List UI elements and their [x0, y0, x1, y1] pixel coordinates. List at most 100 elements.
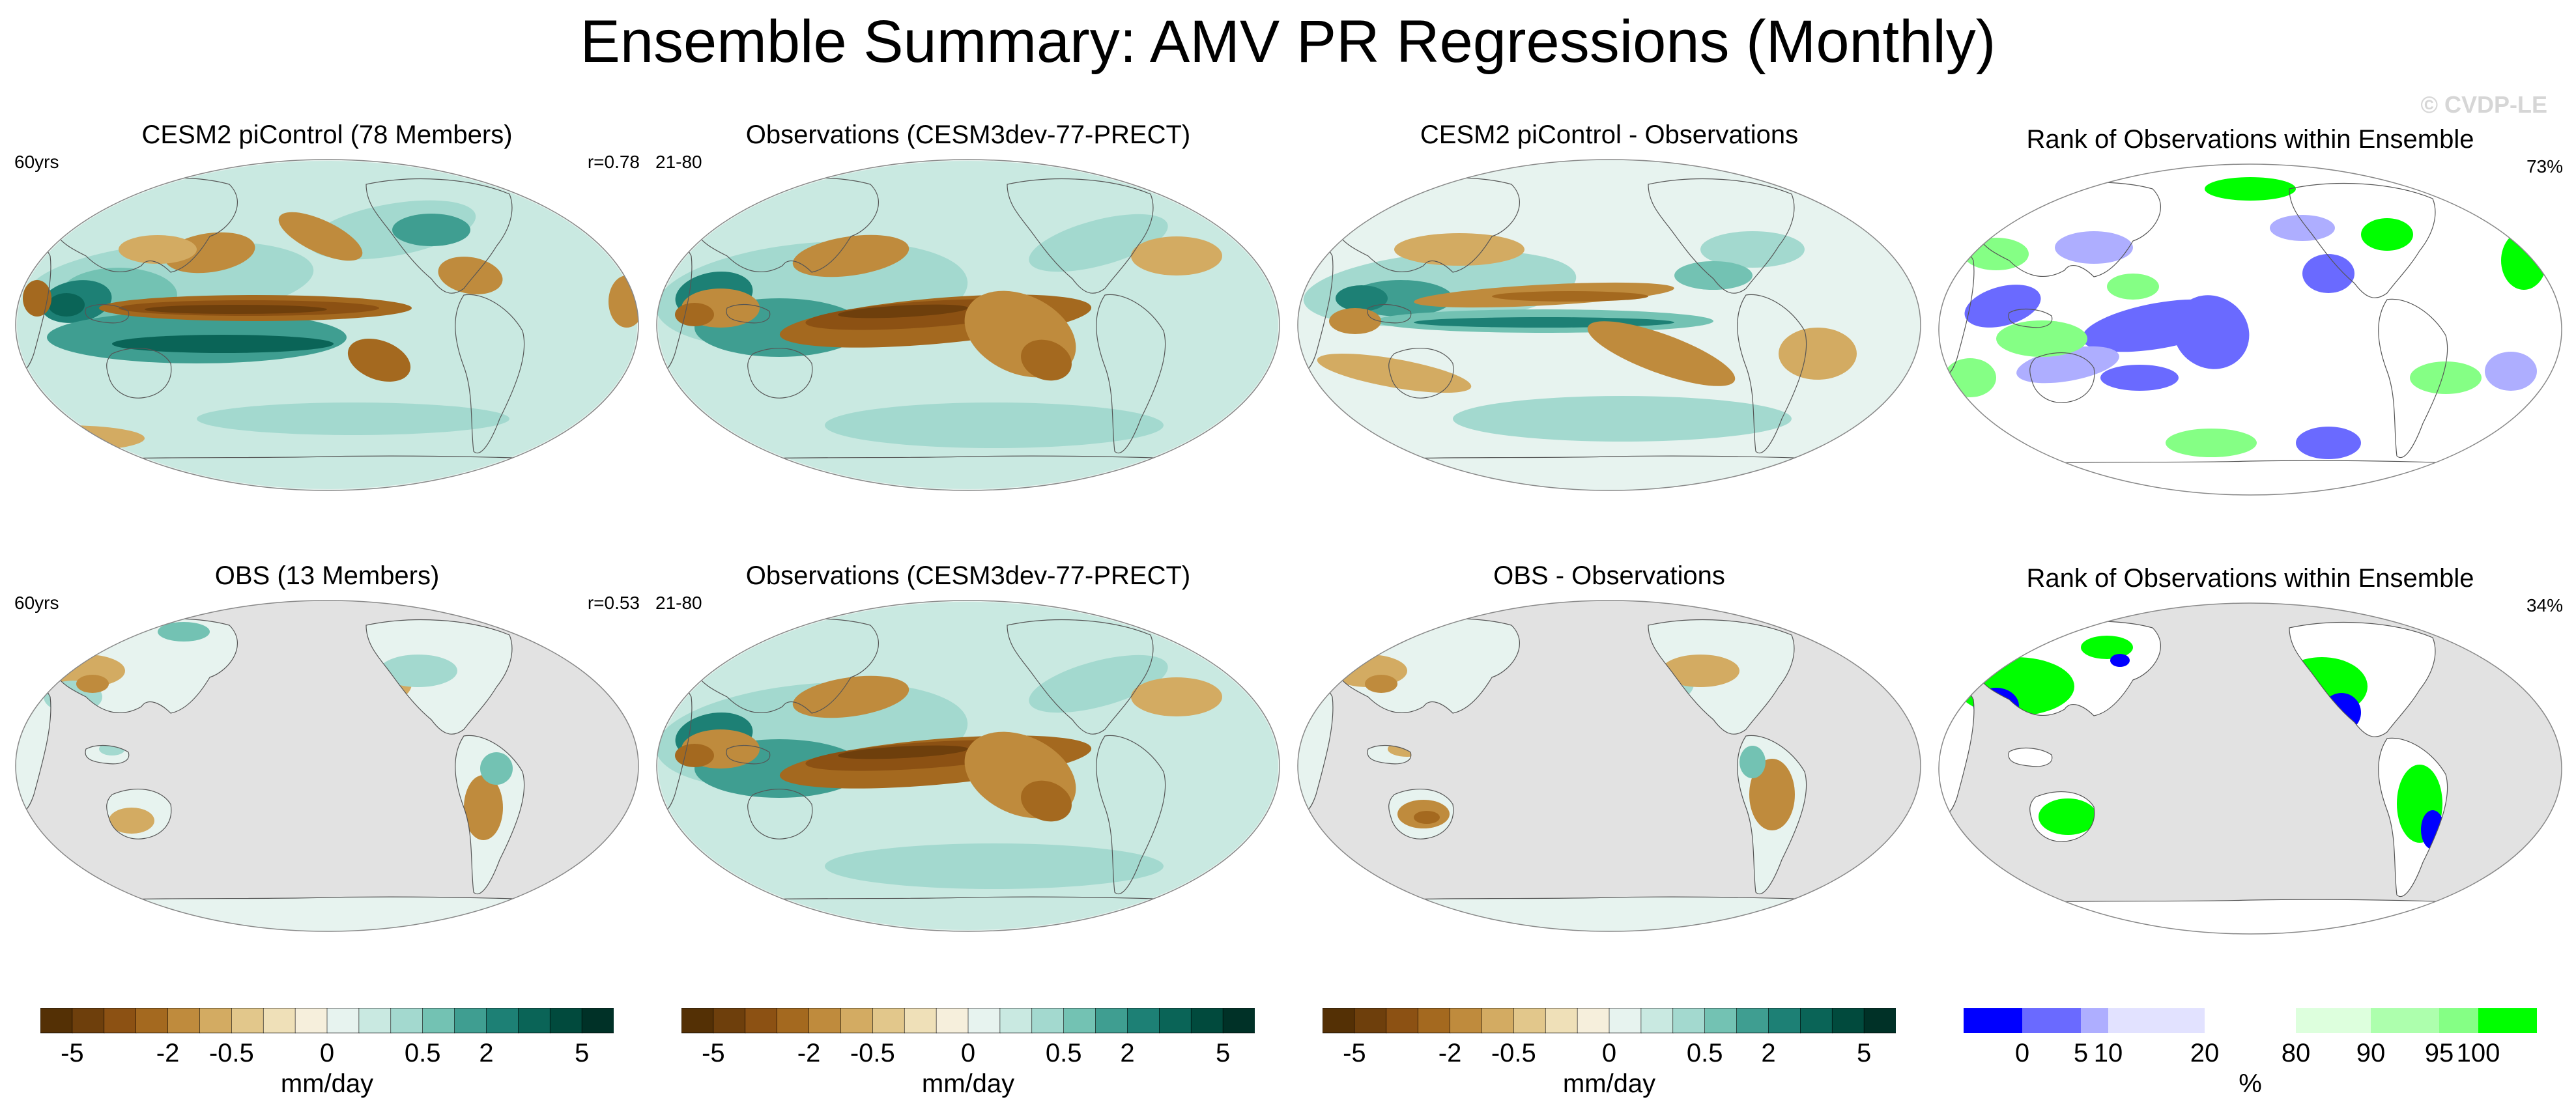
coastline-maritime: [2008, 309, 2053, 328]
field-blob: [347, 339, 411, 382]
panel-title: OBS - Observations: [1493, 561, 1725, 590]
colorbar-tick-label: 0.5: [405, 1039, 441, 1067]
colorbar-4: 0 5 10 20 80 90 95 100 %: [1964, 1008, 2537, 1098]
coastline-eurasia: [1962, 182, 2161, 277]
panel-period-label: 60yrs: [14, 593, 59, 613]
field-blob: [1029, 214, 1168, 272]
field-blob: [23, 280, 51, 317]
field-blob: [438, 257, 503, 294]
colorbar-swatch: [581, 1008, 614, 1034]
map-container: [655, 158, 1281, 495]
field-blob: [2485, 352, 2537, 391]
coastline-namerica: [2289, 182, 2436, 298]
coastline-australia: [106, 347, 172, 399]
coastline-eurasia: [680, 177, 879, 273]
coastline-greenland: [1190, 169, 1246, 208]
colorbar-plot: -5 -2 -0.5 0 0.5 2 5: [681, 1008, 1255, 1067]
field-blob: [1492, 291, 1648, 302]
panel-period-label: 21-80: [655, 152, 702, 172]
colorbar-swatch: [358, 1008, 392, 1034]
colorbar-swatch: [1964, 1008, 2022, 1033]
colorbar-swatch: [2296, 1008, 2371, 1033]
coastline-eurasia: [1962, 621, 2161, 716]
colorbar-swatch: [1513, 1008, 1547, 1034]
colorbar-swatch: [777, 1008, 810, 1034]
colorbar-swatch: [1800, 1008, 1833, 1034]
field-blob: [2110, 654, 2130, 667]
colorbar-swatch: [2371, 1008, 2439, 1033]
field-blob: [48, 293, 85, 317]
field-blob: [2270, 215, 2335, 241]
field-blob: [2107, 274, 2159, 300]
colorbar-tick-label: 0.5: [1687, 1039, 1723, 1067]
coastline-samerica: [1737, 735, 1807, 895]
coastline-greenland: [1190, 610, 1246, 649]
coastline-australia: [106, 788, 172, 840]
field-blob: [1739, 746, 1766, 778]
globe-outline: [1297, 600, 1921, 932]
coastline-europe: [657, 639, 685, 666]
map-container: [655, 599, 1281, 936]
coastline-maritime: [726, 304, 771, 324]
map-container: [1296, 158, 1922, 495]
colorbar-swatch: [1831, 1008, 1865, 1034]
colorbar-tick-label: -2: [156, 1039, 180, 1067]
colorbar-swatch: [1063, 1008, 1096, 1034]
field-blob: [392, 214, 470, 246]
colorbar-swatch: [1481, 1008, 1515, 1034]
colorbar-swatch: [872, 1008, 906, 1034]
field-blob: [1414, 811, 1440, 824]
colorbar-swatch: [104, 1008, 137, 1034]
panel-title: Observations (CESM3dev-77-PRECT): [745, 120, 1191, 149]
globe-outline: [1297, 159, 1921, 491]
map-container: [14, 599, 640, 936]
panel-title: Observations (CESM3dev-77-PRECT): [745, 561, 1191, 590]
colorbar-swatch: [486, 1008, 519, 1034]
field-blob: [2100, 365, 2179, 391]
colorbar-swatch: [40, 1008, 73, 1034]
colorbar-swatch: [936, 1008, 969, 1034]
coastline-namerica: [1648, 619, 1795, 735]
colorbar-swatch: [2108, 1008, 2205, 1033]
colorbar-swatch: [199, 1008, 233, 1034]
colorbar-swatch: [1190, 1008, 1224, 1034]
field-blob: [825, 843, 1164, 889]
colorbar-swatch: [231, 1008, 265, 1034]
colorbar-swatch: [840, 1008, 874, 1034]
colorbar-plot: -5 -2 -0.5 0 0.5 2 5: [40, 1008, 614, 1067]
coastline-eurasia: [39, 618, 238, 714]
colorbar-swatch: [1450, 1008, 1483, 1034]
colorbar-swatch: [1386, 1008, 1419, 1034]
coastline-maritime: [85, 304, 130, 324]
colorbar-swatch: [809, 1008, 842, 1034]
map-plot: [1297, 159, 1921, 491]
colorbar-swatch: [745, 1008, 778, 1034]
coastline-australia: [2029, 791, 2095, 842]
colorbar-swatch: [681, 1008, 714, 1034]
colorbar-unit: mm/day: [921, 1069, 1015, 1098]
coastline-namerica: [2289, 621, 2436, 737]
field-blob: [278, 212, 363, 261]
colorbar-tick-label: -2: [1438, 1039, 1462, 1067]
panel-title: CESM2 piControl - Observations: [1420, 120, 1799, 149]
map-plot: [15, 600, 639, 932]
watermark: © CVDP-LE: [2420, 91, 2547, 118]
globe-outline: [1938, 163, 2562, 496]
colorbar-swatch: [2081, 1008, 2108, 1033]
colorbar-swatch: [390, 1008, 423, 1034]
coastline-eurasia: [1321, 618, 1520, 714]
field-blob: [838, 304, 968, 318]
coastline-europe: [16, 639, 44, 666]
colorbar-tick-label: 80: [2282, 1039, 2311, 1067]
figure-title: Ensemble Summary: AMV PR Regressions (Mo…: [580, 8, 1996, 75]
field-blob: [792, 234, 909, 277]
colorbar-swatch: [1354, 1008, 1387, 1034]
globe-outline: [656, 600, 1280, 932]
coastline-namerica: [1007, 178, 1154, 294]
field-blob: [1317, 353, 1472, 393]
field-blob: [1365, 675, 1397, 693]
colorbar-unit: mm/day: [280, 1069, 374, 1098]
field-blob: [1779, 328, 1857, 380]
field-blob: [2081, 636, 2133, 659]
field-blob: [1587, 321, 1736, 386]
